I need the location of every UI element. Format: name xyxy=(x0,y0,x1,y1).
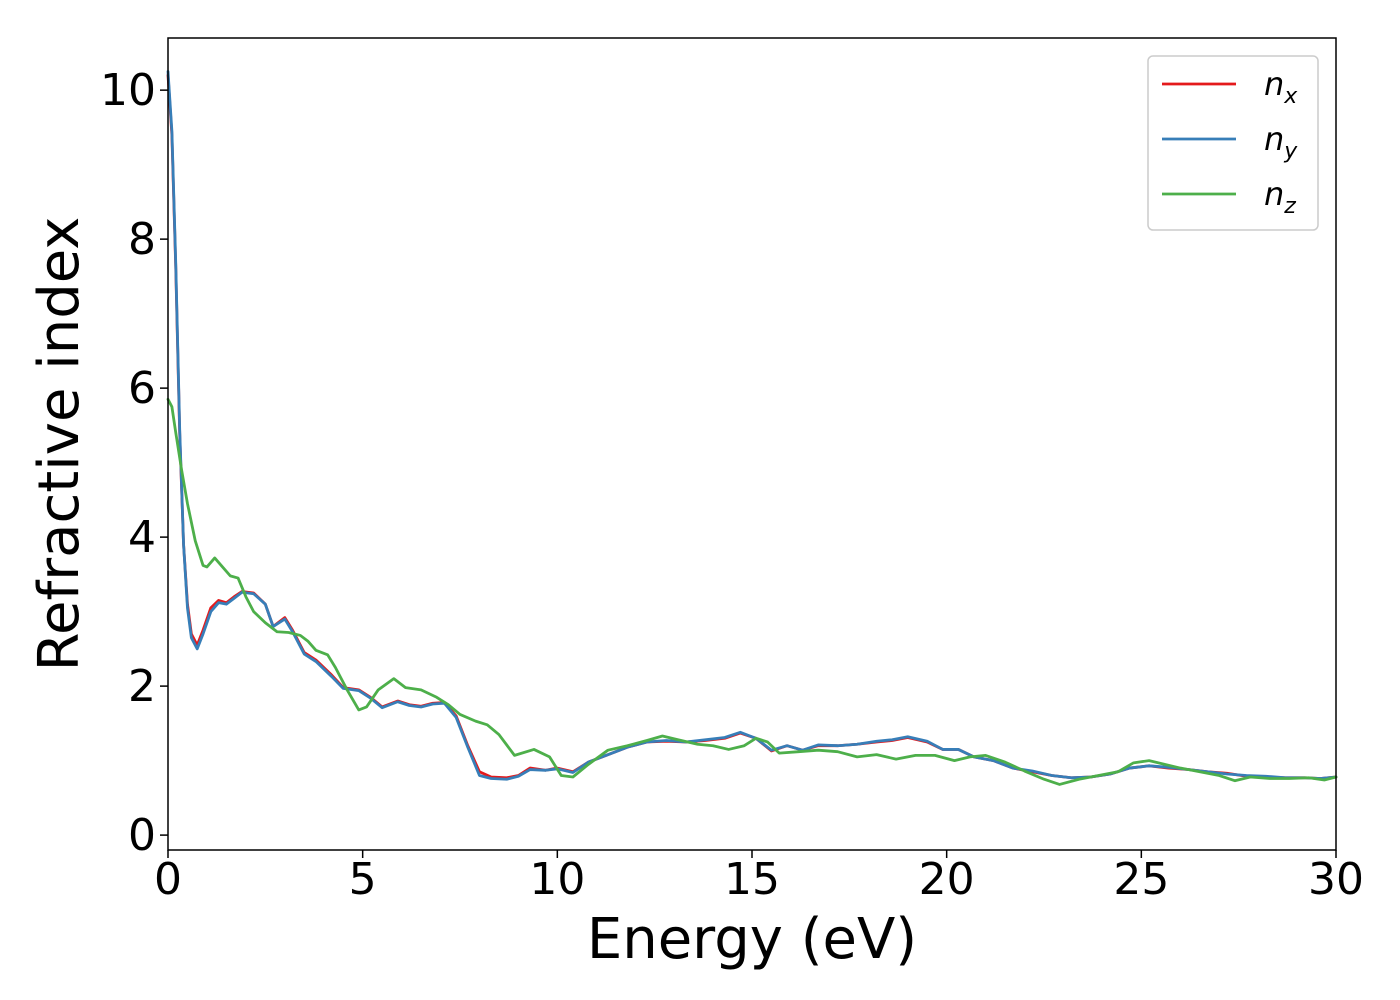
series-layer xyxy=(166,70,1338,786)
y-tick-label: 10 xyxy=(100,65,156,116)
x-tick-label: 15 xyxy=(724,854,780,905)
y-tick-label: 8 xyxy=(128,214,156,265)
y-tick-label: 0 xyxy=(128,810,156,861)
legend-label-nz: nz xyxy=(1264,175,1296,219)
x-tick-label: 20 xyxy=(919,854,975,905)
series-line-nz xyxy=(166,397,1338,786)
series-line-ny xyxy=(166,70,1338,781)
x-axis-label: Energy (eV) xyxy=(587,907,917,972)
legend-label-nx: nx xyxy=(1264,65,1298,109)
x-tick-label: 5 xyxy=(349,854,377,905)
x-tick-label: 30 xyxy=(1308,854,1364,905)
y-tick-label: 4 xyxy=(128,512,156,563)
y-axis-label: Refractive index xyxy=(27,217,92,672)
x-tick-label: 25 xyxy=(1113,854,1169,905)
x-tick-label: 10 xyxy=(529,854,585,905)
y-tick-label: 6 xyxy=(128,363,156,414)
y-tick-label: 2 xyxy=(128,661,156,712)
legend: nx ny nz xyxy=(1147,55,1319,231)
x-tick-label: 0 xyxy=(154,854,182,905)
legend-label-ny: ny xyxy=(1264,120,1298,164)
legend-box xyxy=(1147,55,1319,231)
ticks-layer: 0 5 10 15 20 25 30 0 2 4 6 8 10 xyxy=(100,65,1364,905)
